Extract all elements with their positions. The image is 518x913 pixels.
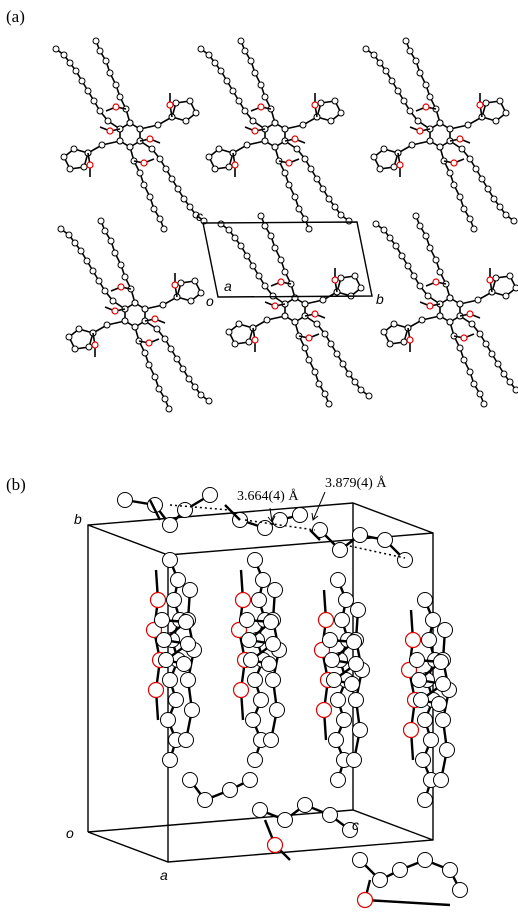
molecules [56, 41, 518, 409]
axis-label: b [74, 511, 82, 527]
axis-label: b [376, 291, 384, 307]
panel-label: (a) [6, 7, 25, 26]
axis-label: o [66, 825, 74, 841]
unit-cell [88, 503, 433, 862]
molecule-columns [125, 495, 460, 905]
axis-label: a [224, 278, 232, 294]
panel-label: (b) [6, 475, 26, 494]
axis-label: c [352, 817, 359, 833]
distance-label: 3.879(4) Å [325, 475, 387, 491]
axis-label: o [206, 293, 214, 309]
axis-label: c [196, 208, 203, 224]
axis-label: a [160, 867, 168, 883]
figure: (a) c o a b (b) 3.664(4) Å 3.879(4) Å b … [0, 0, 518, 913]
distance-label: 3.664(4) Å [237, 488, 299, 504]
